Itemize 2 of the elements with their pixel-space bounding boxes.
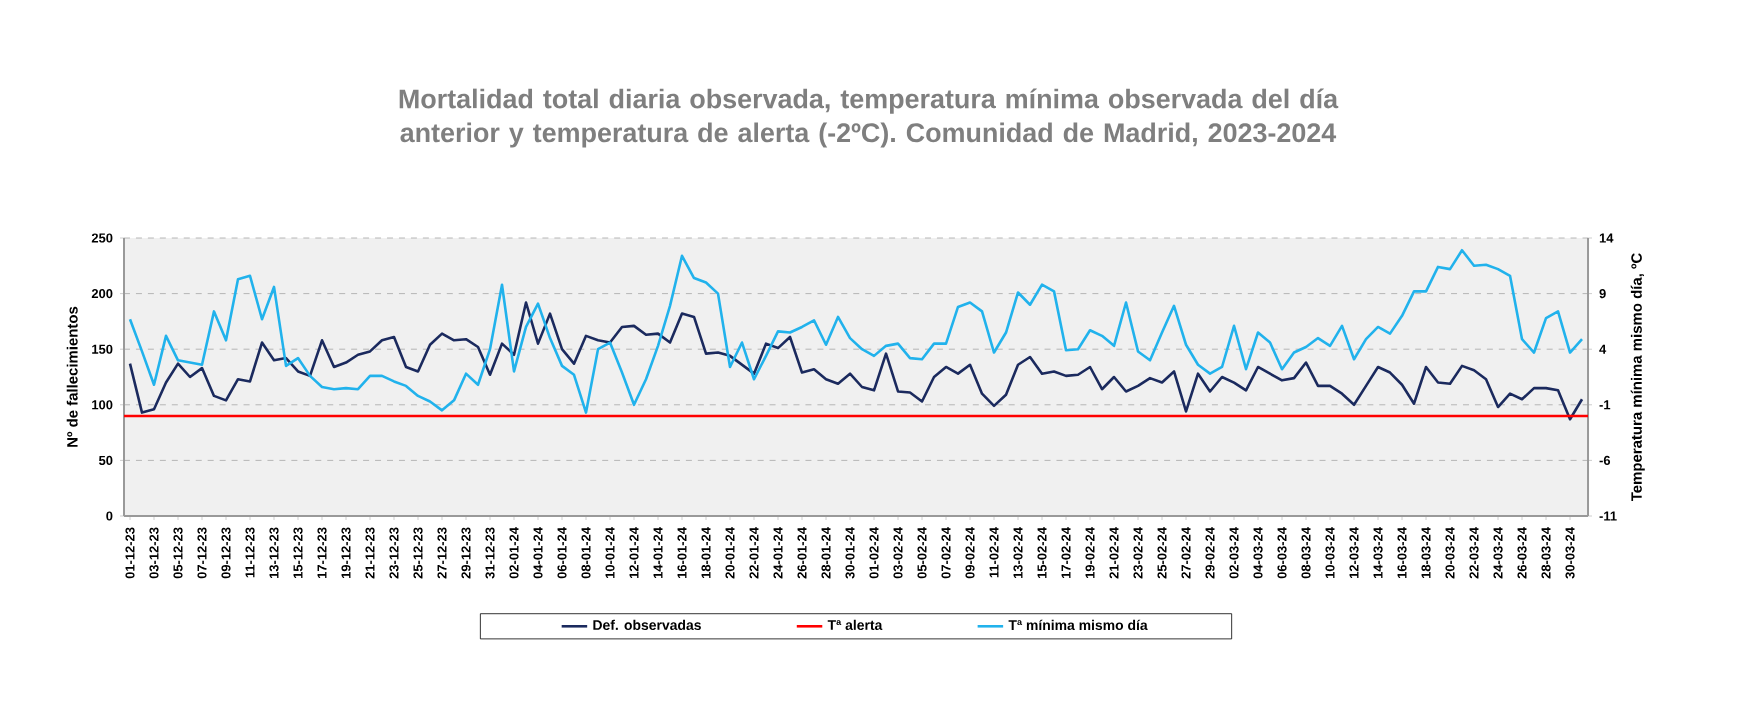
- line-series: [128, 248, 1584, 414]
- chart-title: Mortalidad total diaria observada, temperatura mínima observada del día anterior y temperatura de alerta (-2ºC). Comunidad de Madrid, 2023-2024: [399, 88, 1339, 148]
